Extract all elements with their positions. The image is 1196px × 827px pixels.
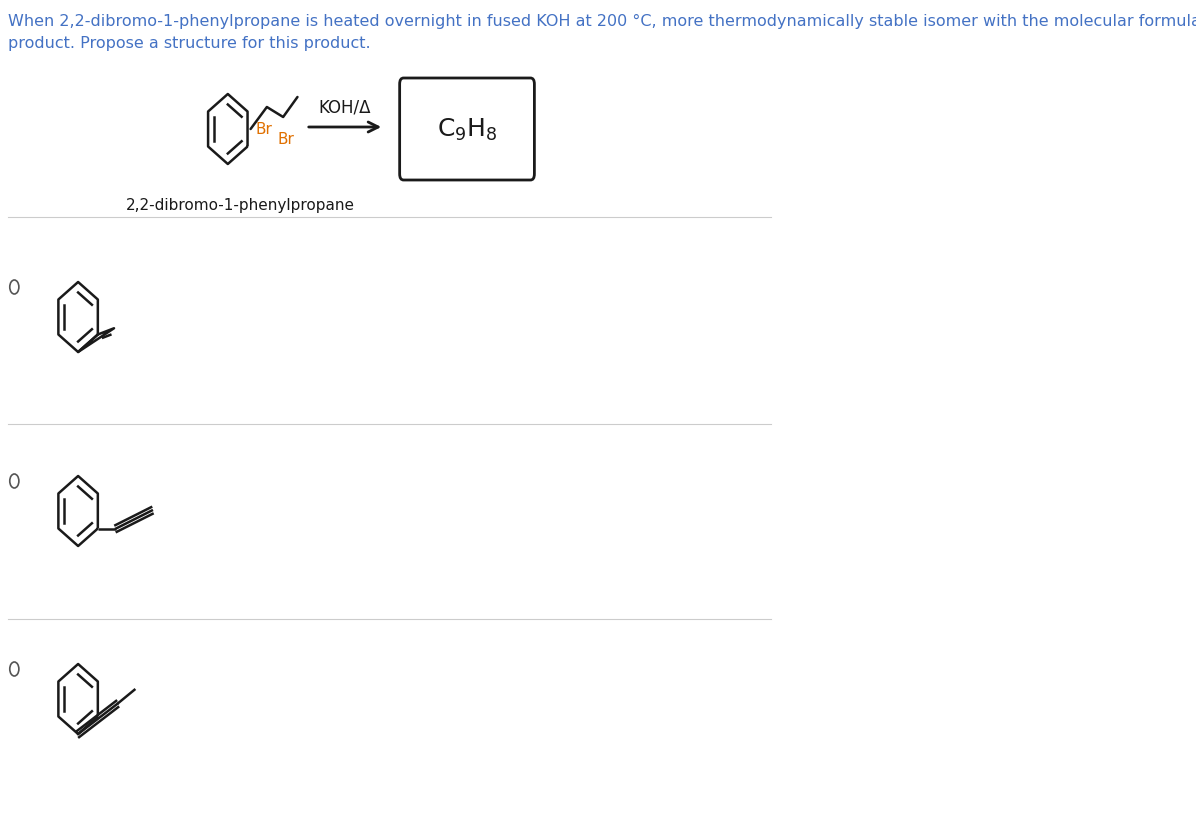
Text: Br: Br [277, 131, 294, 147]
Text: Br: Br [256, 122, 273, 136]
Text: 2,2-dibromo-1-phenylpropane: 2,2-dibromo-1-phenylpropane [127, 198, 355, 213]
Text: product. Propose a structure for this product.: product. Propose a structure for this pr… [8, 36, 371, 51]
FancyBboxPatch shape [399, 79, 535, 181]
Text: KOH/Δ: KOH/Δ [318, 98, 371, 116]
Text: When 2,2-dibromo-1-phenylpropane is heated overnight in fused KOH at 200 °C, mor: When 2,2-dibromo-1-phenylpropane is heat… [8, 14, 1196, 29]
Text: $\mathregular{C_9H_8}$: $\mathregular{C_9H_8}$ [437, 117, 498, 143]
